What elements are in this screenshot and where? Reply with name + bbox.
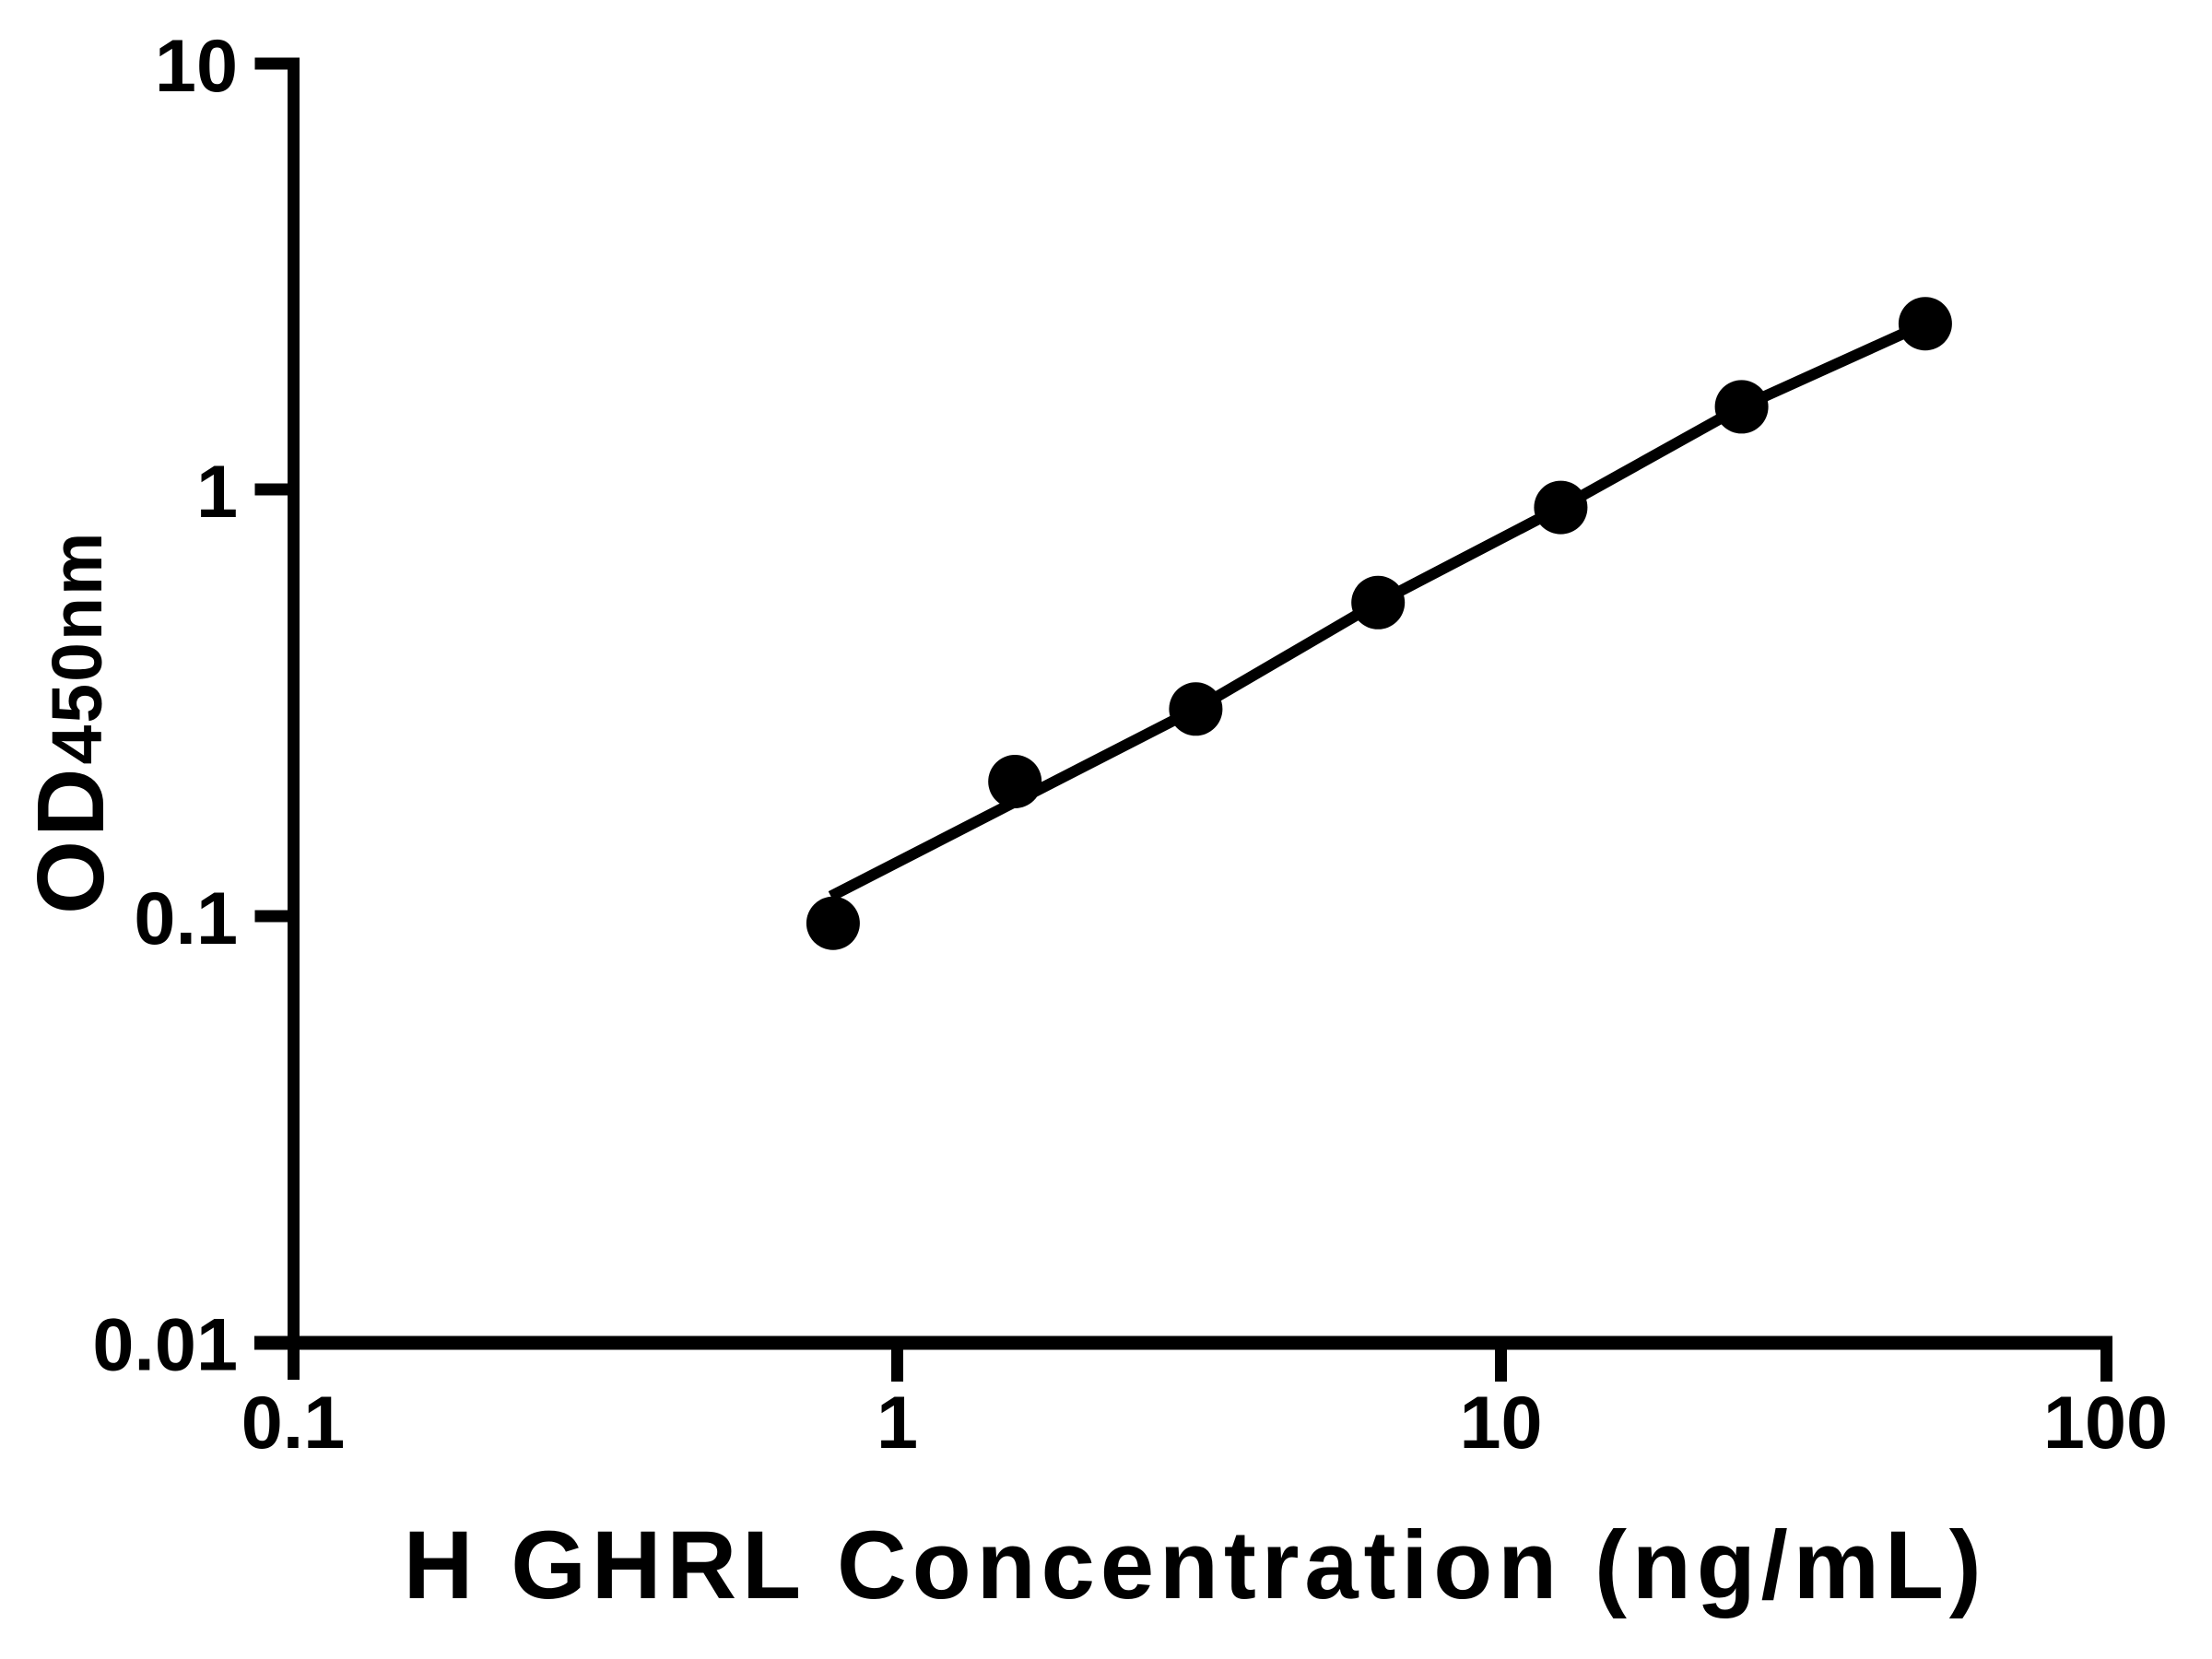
svg-text:1: 1 <box>877 1382 918 1465</box>
svg-text:0.1: 0.1 <box>134 877 238 960</box>
svg-text:10: 10 <box>1459 1382 1542 1465</box>
svg-text:0.01: 0.01 <box>92 1304 238 1387</box>
svg-text:1: 1 <box>196 451 238 534</box>
svg-text:H GHRL Concentration (ng/mL): H GHRL Concentration (ng/mL) <box>404 1512 1987 1619</box>
svg-text:10: 10 <box>155 25 238 108</box>
svg-text:100: 100 <box>2043 1382 2168 1465</box>
svg-text:0.1: 0.1 <box>241 1382 346 1465</box>
